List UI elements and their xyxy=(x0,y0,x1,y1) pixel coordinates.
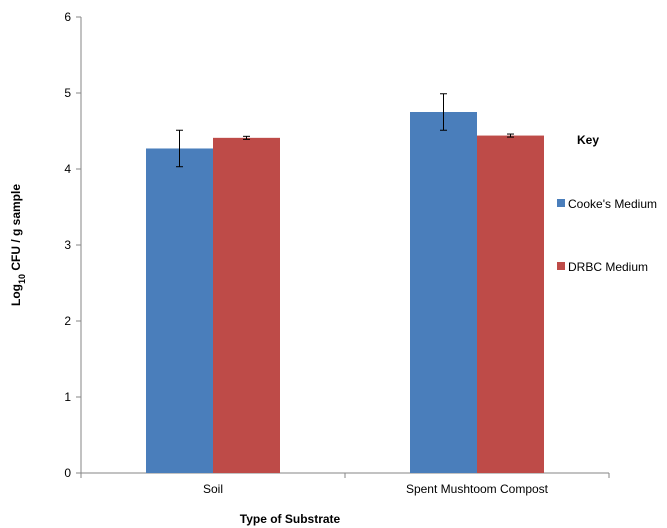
y-tick-label: 0 xyxy=(64,466,71,480)
y-tick-label: 2 xyxy=(64,314,71,328)
error-bars-group xyxy=(176,93,514,168)
bar xyxy=(410,112,477,473)
legend-label: Cooke's Medium xyxy=(568,197,657,211)
bars-group xyxy=(146,112,544,474)
y-tick-label: 3 xyxy=(64,238,71,252)
y-tick-label: 5 xyxy=(64,86,71,100)
y-axis-title: Log10 CFU / g sample xyxy=(9,184,27,306)
y-tick-label: 6 xyxy=(64,10,71,24)
bar xyxy=(146,148,213,474)
legend-swatch xyxy=(557,199,565,207)
bar xyxy=(477,135,544,473)
tick-labels-group: 0 1 2 3 4 5 6 Soil Spent Mushtoom Compost xyxy=(64,10,548,496)
legend-title: Key xyxy=(577,133,599,147)
legend-label: DRBC Medium xyxy=(568,260,648,274)
x-tick-label: Spent Mushtoom Compost xyxy=(406,482,549,496)
legend-swatch xyxy=(557,262,565,270)
x-axis-title: Type of Substrate xyxy=(240,512,341,526)
y-tick-label: 1 xyxy=(64,390,71,404)
y-tick-label: 4 xyxy=(64,162,71,176)
x-tick-label: Soil xyxy=(203,482,223,496)
legend: Cooke's Medium DRBC Medium xyxy=(557,197,657,274)
bar xyxy=(213,137,280,473)
